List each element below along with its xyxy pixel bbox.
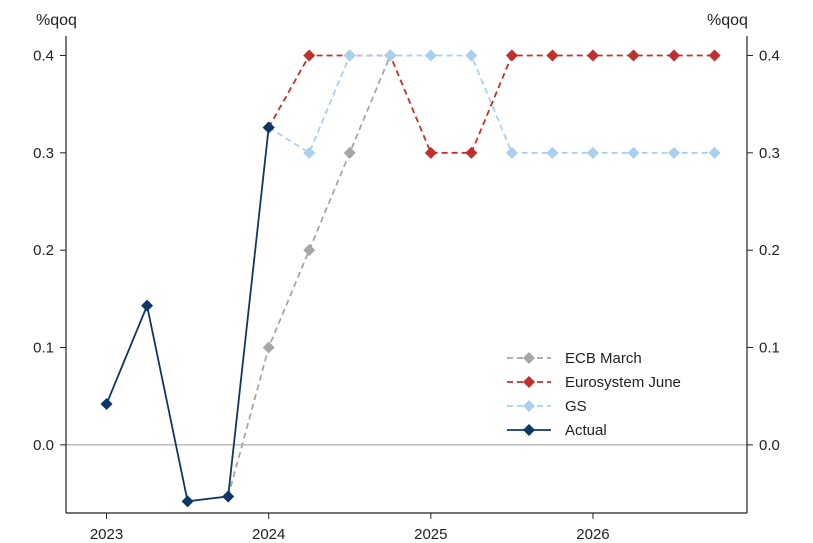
- data-point: [708, 49, 721, 62]
- y-tick-label-right: 0.0: [759, 437, 780, 454]
- legend: ECB March Eurosystem June GS Actual: [507, 350, 681, 439]
- data-point: [181, 495, 194, 508]
- legend-item: Eurosystem June: [507, 374, 681, 391]
- data-point: [262, 121, 275, 134]
- series-line: [267, 54, 715, 154]
- legend-swatch-marker: [523, 352, 535, 364]
- data-point: [303, 146, 316, 159]
- data-point: [668, 49, 681, 62]
- x-tick-label: 2025: [414, 526, 447, 543]
- data-point: [303, 49, 316, 62]
- data-point: [465, 49, 478, 62]
- series-line: [268, 54, 715, 155]
- data-point: [424, 49, 437, 62]
- legend-label: Eurosystem June: [565, 374, 681, 391]
- data-point: [708, 146, 721, 159]
- data-point: [586, 49, 599, 62]
- axes: 0.0 0.0 0.1 0.1 0.2 0.2 0.3 0.3 0.4 0.4 2023 2024 20…: [33, 12, 780, 543]
- legend-swatch-marker: [523, 376, 535, 388]
- y-unit-right: %qoq: [707, 12, 748, 29]
- y-tick-label-left: 0.4: [33, 47, 54, 64]
- data-point: [424, 146, 437, 159]
- data-point: [100, 397, 113, 410]
- legend-item: GS: [507, 398, 587, 415]
- x-tick-label: 2023: [90, 526, 123, 543]
- legend-item: ECB March: [507, 350, 642, 367]
- legend-swatch-marker: [523, 424, 535, 436]
- data-point: [627, 146, 640, 159]
- data-point: [262, 341, 275, 354]
- data-point: [546, 146, 559, 159]
- legend-label: GS: [565, 398, 587, 415]
- y-tick-label-left: 0.3: [33, 145, 54, 162]
- y-tick-label-right: 0.4: [759, 47, 780, 64]
- series-layer: [100, 49, 721, 508]
- y-tick-label-right: 0.1: [759, 340, 780, 357]
- data-point: [465, 146, 478, 159]
- data-point: [343, 49, 356, 62]
- series-eurosystem-june: [262, 49, 721, 159]
- data-point: [222, 490, 235, 503]
- y-tick-label-left: 0.1: [33, 340, 54, 357]
- legend-swatch-marker: [523, 400, 535, 412]
- data-point: [141, 299, 154, 312]
- data-point: [546, 49, 559, 62]
- data-point: [668, 146, 681, 159]
- series-ecb-march: [222, 49, 397, 503]
- data-point: [505, 49, 518, 62]
- data-point: [505, 146, 518, 159]
- y-tick-label-left: 0.2: [33, 242, 54, 259]
- data-point: [343, 146, 356, 159]
- legend-label: Actual: [565, 422, 607, 439]
- legend-item: Actual: [507, 422, 607, 439]
- series-actual: [100, 121, 275, 508]
- x-tick-label: 2024: [252, 526, 285, 543]
- data-point: [303, 244, 316, 257]
- y-tick-label-right: 0.3: [759, 145, 780, 162]
- y-tick-label-right: 0.2: [759, 242, 780, 259]
- data-point: [627, 49, 640, 62]
- x-tick-label: 2026: [576, 526, 609, 543]
- data-point: [586, 146, 599, 159]
- y-tick-label-left: 0.0: [33, 437, 54, 454]
- data-point: [384, 49, 397, 62]
- series-line: [227, 55, 392, 497]
- y-unit-left: %qoq: [36, 12, 77, 29]
- legend-label: ECB March: [565, 350, 642, 367]
